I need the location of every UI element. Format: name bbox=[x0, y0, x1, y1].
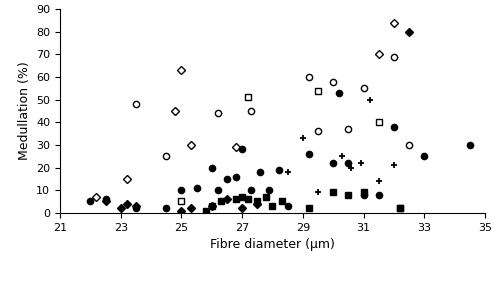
Y-axis label: Medullation (%): Medullation (%) bbox=[18, 62, 30, 160]
X-axis label: Fibre diameter (µm): Fibre diameter (µm) bbox=[210, 238, 335, 251]
